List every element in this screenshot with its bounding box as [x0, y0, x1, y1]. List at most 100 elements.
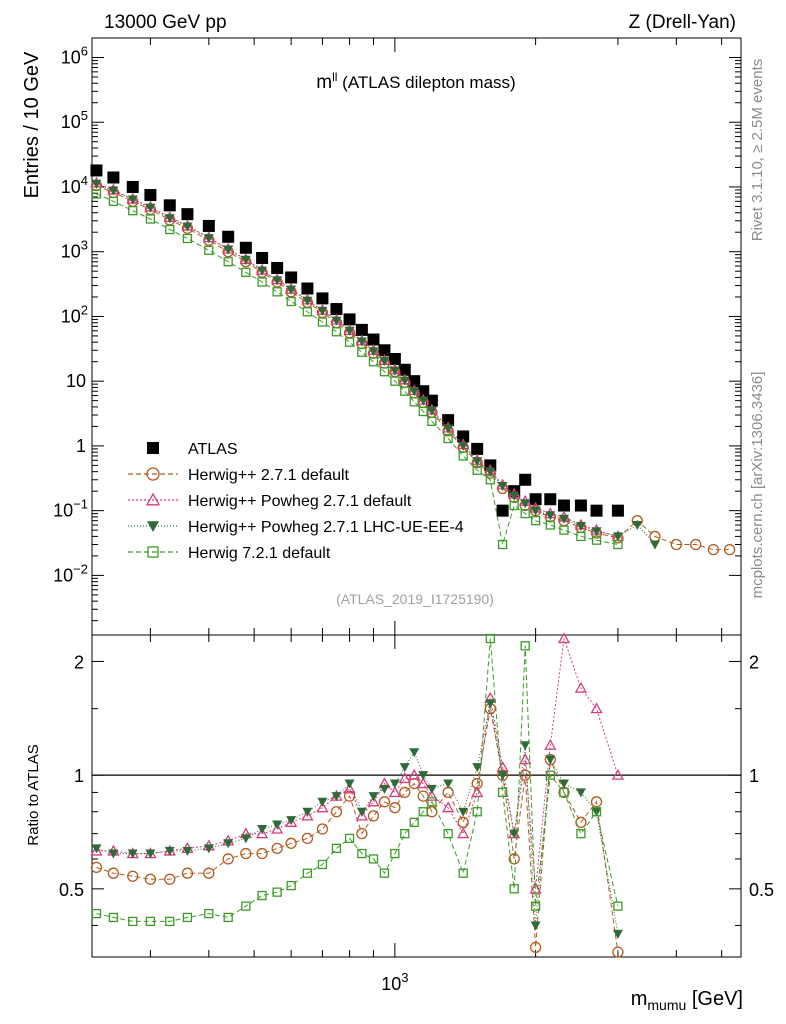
series-line: [96, 183, 656, 545]
data-point: [286, 880, 296, 891]
data-point: [108, 196, 119, 206]
data-point: [127, 870, 139, 882]
data-point: [356, 807, 367, 817]
data-point: [241, 901, 251, 911]
data-point: [544, 493, 557, 506]
data-point: [530, 921, 541, 931]
data-point: [331, 316, 342, 326]
ratio-panel-frame: [91, 634, 742, 958]
data-point: [202, 219, 215, 232]
data-point: [443, 829, 453, 839]
ratio-y-tick-label-right: 0.5: [749, 880, 774, 900]
data-point: [530, 506, 541, 516]
data-point: [590, 702, 603, 714]
ratio-series-line: [96, 638, 619, 922]
data-point: [368, 347, 379, 357]
data-point: [574, 681, 588, 693]
data-point: [90, 164, 103, 177]
data-point: [355, 809, 368, 821]
data-point: [388, 353, 401, 366]
data-point: [204, 245, 214, 255]
data-point: [108, 912, 119, 923]
data-point: [330, 806, 343, 818]
header-right: Z (Drell-Yan): [629, 12, 736, 33]
ratio-y-tick-label-right: 2: [749, 652, 759, 672]
data-point: [91, 844, 102, 854]
data-point: [223, 245, 234, 255]
data-point: [471, 786, 484, 798]
data-point: [409, 748, 420, 758]
plot-title: mll (ATLAS dilepton mass): [316, 70, 515, 93]
data-point: [417, 790, 429, 802]
data-point: [389, 779, 400, 789]
data-point: [458, 441, 469, 451]
data-point: [612, 532, 623, 542]
data-point: [107, 867, 120, 879]
data-point: [557, 499, 570, 512]
y-axis-label-main: Entries / 10 GeV: [21, 51, 43, 198]
data-point: [286, 296, 296, 307]
data-point: [357, 848, 367, 859]
x-axis-label: mmumu [GeV]: [631, 988, 743, 1013]
y-tick-label: 1: [76, 436, 86, 456]
data-point: [611, 504, 624, 517]
data-point: [591, 527, 602, 537]
main-panel-data: [90, 164, 736, 556]
data-point: [545, 755, 556, 765]
data-point: [649, 540, 660, 550]
data-point: [127, 195, 138, 205]
data-point: [145, 849, 156, 859]
legend-label: Herwig++ Powheg 2.7.1 default: [188, 493, 412, 510]
data-point: [165, 916, 175, 927]
data-point: [330, 303, 343, 316]
data-point: [442, 414, 455, 427]
data-point: [591, 807, 602, 817]
data-point: [271, 262, 284, 275]
data-point: [240, 847, 252, 860]
data-point: [611, 768, 625, 780]
data-point: [378, 344, 391, 357]
legend-label: Herwig++ 2.7.1 default: [188, 467, 350, 484]
data-point: [408, 375, 421, 388]
data-point: [108, 186, 119, 196]
ratio-y-tick-label: 0.5: [59, 880, 84, 900]
data-point: [520, 641, 530, 651]
data-point: [557, 632, 571, 644]
data-point: [257, 266, 268, 276]
y-tick-label: 102: [61, 302, 88, 326]
data-point: [613, 539, 623, 550]
data-point: [545, 520, 555, 530]
data-point: [257, 277, 267, 287]
data-point: [128, 206, 138, 216]
data-point: [425, 394, 438, 407]
data-point: [317, 306, 328, 316]
data-point: [545, 770, 555, 780]
data-point: [612, 929, 623, 939]
data-point: [591, 535, 602, 545]
data-point: [418, 771, 429, 781]
data-point: [128, 916, 138, 927]
data-point: [357, 347, 367, 357]
data-point: [272, 287, 282, 297]
data-point: [344, 779, 355, 789]
data-point: [519, 753, 532, 765]
data-point: [257, 890, 267, 901]
data-point: [442, 801, 455, 813]
data-point: [575, 521, 586, 531]
data-point: [426, 784, 437, 794]
legend-label: ATLAS: [188, 441, 238, 458]
data-point: [302, 868, 313, 878]
y-tick-label: 106: [61, 43, 88, 67]
data-point: [390, 848, 400, 859]
legend-label: Herwig 7.2.1 default: [188, 545, 331, 562]
data-point: [378, 796, 391, 808]
data-point: [485, 633, 495, 644]
data-point: [509, 491, 520, 501]
rivet-label: Rivet 3.1.10, ≥ 2.5M events: [749, 59, 766, 242]
data-point: [389, 366, 400, 376]
data-point: [127, 849, 138, 859]
y-tick-label: 104: [61, 173, 88, 197]
data-point: [316, 801, 329, 813]
data-point: [398, 363, 411, 376]
data-point: [509, 500, 519, 511]
